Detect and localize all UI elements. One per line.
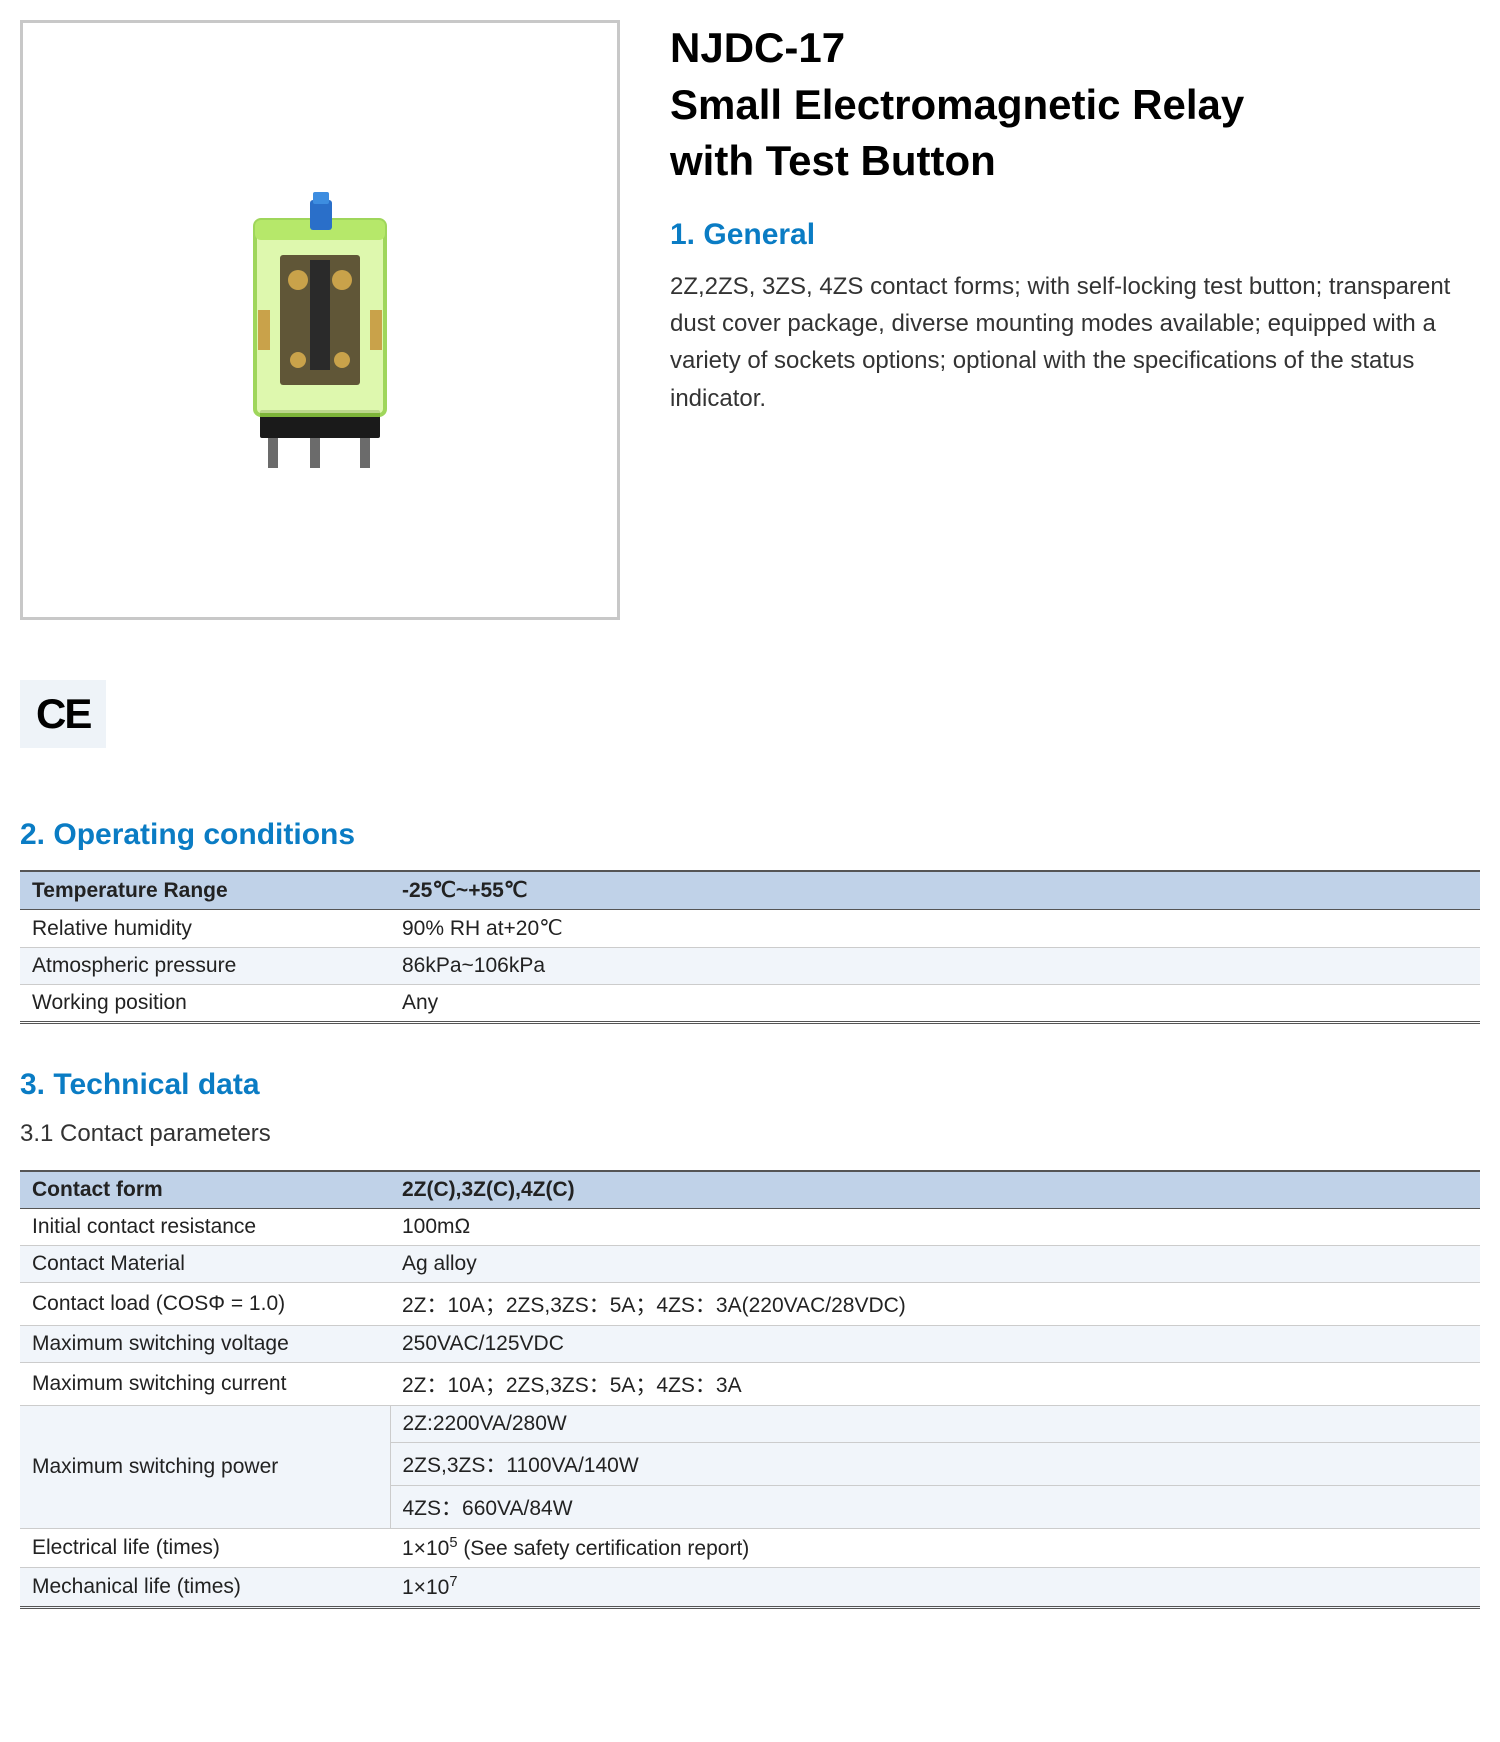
table-row: Initial contact resistance 100mΩ (20, 1209, 1480, 1246)
relay-image (210, 160, 430, 480)
table-cell: 250VAC/125VDC (390, 1326, 1480, 1363)
table-cell: 2Z：10A；2ZS,3ZS：5A；4ZS：3A(220VAC/28VDC) (390, 1283, 1480, 1326)
table-cell: 2Z：10A；2ZS,3ZS：5A；4ZS：3A (390, 1363, 1480, 1406)
table-row: Maximum switching current 2Z：10A；2ZS,3ZS… (20, 1363, 1480, 1406)
product-name-line3: with Test Button (670, 137, 996, 184)
table-cell: 1×107 (390, 1568, 1480, 1608)
table-cell: Maximum switching voltage (20, 1326, 390, 1363)
table-cell: Contact Material (20, 1246, 390, 1283)
table-cell: Atmospheric pressure (20, 948, 390, 985)
contact-parameters-table: Contact form 2Z(C),3Z(C),4Z(C) Initial c… (20, 1170, 1480, 1609)
table-row: Atmospheric pressure 86kPa~106kPa (20, 948, 1480, 985)
table-row: Maximum switching power 2Z:2200VA/280W (20, 1406, 1480, 1443)
table-cell: 2Z:2200VA/280W (390, 1406, 1480, 1443)
table-row: Maximum switching voltage 250VAC/125VDC (20, 1326, 1480, 1363)
table-cell: Electrical life (times) (20, 1529, 390, 1568)
table-cell: Ag alloy (390, 1246, 1480, 1283)
section-1-body: 2Z,2ZS, 3ZS, 4ZS contact forms; with sel… (670, 268, 1480, 417)
table-cell: 86kPa~106kPa (390, 948, 1480, 985)
table-row: Working position Any (20, 985, 1480, 1023)
table-row: Contact load (COSΦ = 1.0) 2Z：10A；2ZS,3ZS… (20, 1283, 1480, 1326)
table-cell: Mechanical life (times) (20, 1568, 390, 1608)
product-model: NJDC-17 (670, 24, 845, 71)
table-cell: Any (390, 985, 1480, 1023)
table-row: Mechanical life (times) 1×107 (20, 1568, 1480, 1608)
product-title: NJDC-17 Small Electromagnetic Relay with… (670, 20, 1480, 190)
table-header-row: Contact form 2Z(C),3Z(C),4Z(C) (20, 1171, 1480, 1209)
table-cell: Relative humidity (20, 910, 390, 948)
table-cell: Initial contact resistance (20, 1209, 390, 1246)
table-cell: Working position (20, 985, 390, 1023)
section-3-heading: 3. Technical data (20, 1068, 1480, 1102)
table-cell: Maximum switching current (20, 1363, 390, 1406)
section-1-heading: 1. General (670, 218, 1480, 252)
table-cell: 1×105 (See safety certification report) (390, 1529, 1480, 1568)
table-header-row: Temperature Range -25℃~+55℃ (20, 871, 1480, 910)
table-header-cell: Temperature Range (20, 871, 390, 910)
table-cell: Maximum switching power (20, 1406, 390, 1529)
table-cell: Contact load (COSΦ = 1.0) (20, 1283, 390, 1326)
table-cell: 90% RH at+20℃ (390, 910, 1480, 948)
table-header-cell: 2Z(C),3Z(C),4Z(C) (390, 1171, 1480, 1209)
ce-mark: CE (20, 680, 106, 748)
top-row: NJDC-17 Small Electromagnetic Relay with… (20, 20, 1480, 620)
table-cell: 100mΩ (390, 1209, 1480, 1246)
table-header-cell: -25℃~+55℃ (390, 871, 1480, 910)
section-2-heading: 2. Operating conditions (20, 818, 1480, 852)
table-cell: 4ZS：660VA/84W (390, 1486, 1480, 1529)
product-image-frame (20, 20, 620, 620)
table-row: Electrical life (times) 1×105 (See safet… (20, 1529, 1480, 1568)
table-row: Relative humidity 90% RH at+20℃ (20, 910, 1480, 948)
table-cell: 2ZS,3ZS：1100VA/140W (390, 1443, 1480, 1486)
product-name-line2: Small Electromagnetic Relay (670, 81, 1244, 128)
table-row: Contact Material Ag alloy (20, 1246, 1480, 1283)
section-3-sub1: 3.1 Contact parameters (20, 1120, 1480, 1148)
title-block: NJDC-17 Small Electromagnetic Relay with… (670, 20, 1480, 620)
table-header-cell: Contact form (20, 1171, 390, 1209)
operating-conditions-table: Temperature Range -25℃~+55℃ Relative hum… (20, 870, 1480, 1024)
